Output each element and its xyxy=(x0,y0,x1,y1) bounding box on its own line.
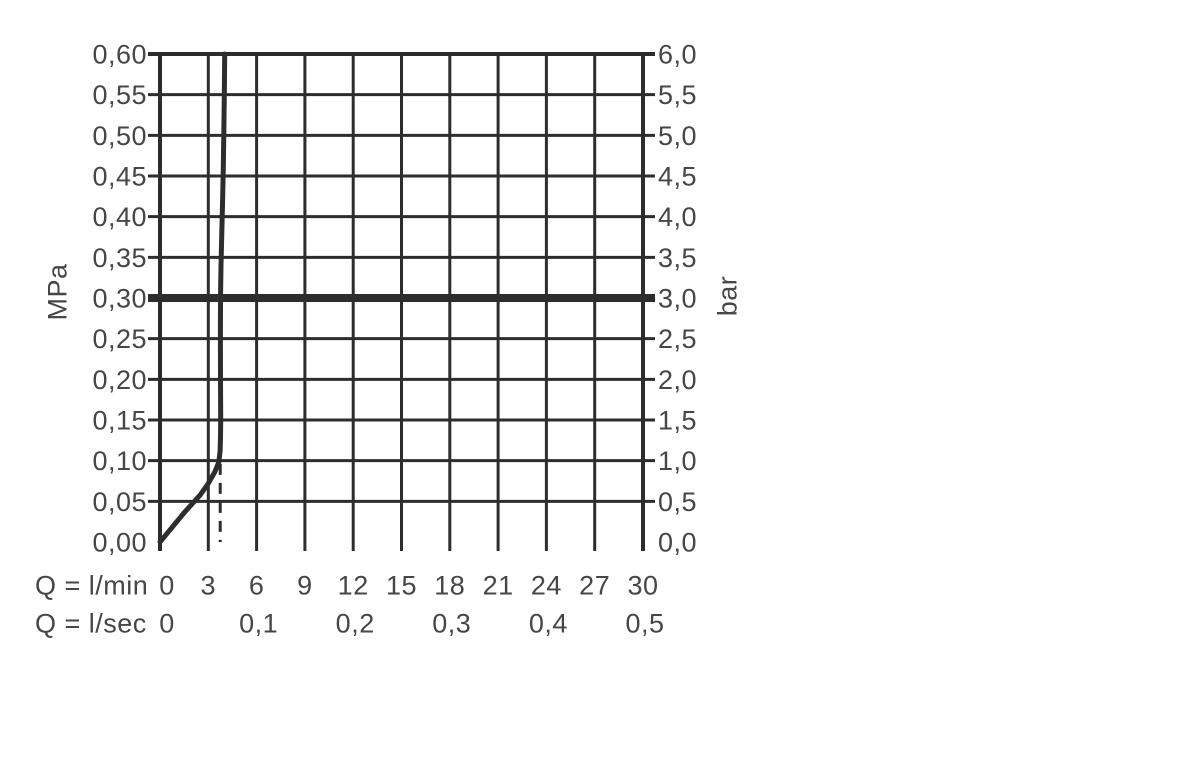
right-axis-tick-label: 1,5 xyxy=(658,405,697,435)
right-axis-tick-label: 5,5 xyxy=(658,80,697,110)
x-axis-lsec-tick-label: 0,3 xyxy=(432,608,471,638)
x-axis-lmin-tick-label: 24 xyxy=(531,570,562,600)
right-axis-tick-label: 3,5 xyxy=(658,243,697,273)
axis-tick-labels: 0,600,550,500,450,400,350,300,250,200,15… xyxy=(92,39,697,638)
left-axis-tick-label: 0,55 xyxy=(92,80,147,110)
left-axis-tick-label: 0,50 xyxy=(92,121,147,151)
right-axis-unit-label: bar xyxy=(712,276,742,317)
x-axis-lsec-label: Q = l/sec xyxy=(35,608,147,638)
x-axis-lmin-tick-label: 12 xyxy=(338,570,369,600)
left-axis-tick-label: 0,15 xyxy=(92,405,147,435)
left-axis-tick-label: 0,30 xyxy=(92,283,147,313)
x-axis-lmin-tick-label: 9 xyxy=(297,570,313,600)
chart-marks xyxy=(148,51,655,545)
right-axis-tick-label: 0,0 xyxy=(658,527,697,557)
x-axis-lmin-tick-label: 15 xyxy=(386,570,417,600)
x-axis-lsec-tick-label: 0,2 xyxy=(336,608,375,638)
left-axis-tick-label: 0,60 xyxy=(92,39,147,69)
right-axis-tick-label: 4,0 xyxy=(658,202,697,232)
right-axis-tick-label: 4,5 xyxy=(658,161,697,191)
x-axis-lmin-tick-label: 18 xyxy=(434,570,465,600)
left-axis-unit-label: MPa xyxy=(42,263,72,321)
right-axis-tick-label: 6,0 xyxy=(658,39,697,69)
x-axis-lsec-tick-label: 0,5 xyxy=(625,608,664,638)
right-axis-tick-label: 0,5 xyxy=(658,487,697,517)
x-axis-lmin-tick-label: 21 xyxy=(483,570,514,600)
x-axis-lmin-tick-label: 30 xyxy=(627,570,658,600)
right-axis-tick-label: 2,5 xyxy=(658,324,697,354)
x-axis-lsec-tick-label: 0,4 xyxy=(529,608,568,638)
x-axis-lmin-tick-label: 3 xyxy=(201,570,217,600)
x-axis-lmin-tick-label: 0 xyxy=(159,570,175,600)
left-axis-tick-label: 0,35 xyxy=(92,243,147,273)
x-axis-lmin-tick-label: 6 xyxy=(249,570,265,600)
right-axis-tick-label: 3,0 xyxy=(658,283,697,313)
flow-curve xyxy=(157,51,228,545)
left-axis-tick-label: 0,25 xyxy=(92,324,147,354)
x-axis-lmin-tick-label: 27 xyxy=(579,570,610,600)
right-axis-tick-label: 5,0 xyxy=(658,121,697,151)
left-axis-tick-label: 0,40 xyxy=(92,202,147,232)
left-axis-tick-label: 0,05 xyxy=(92,487,147,517)
x-axis-lmin-label: Q = l/min xyxy=(35,570,148,600)
right-axis-tick-label: 1,0 xyxy=(658,446,697,476)
left-axis-tick-label: 0,20 xyxy=(92,365,147,395)
right-axis-tick-label: 2,0 xyxy=(658,365,697,395)
x-axis-lsec-tick-label: 0,1 xyxy=(239,608,278,638)
left-axis-tick-label: 0,00 xyxy=(92,527,147,557)
left-axis-tick-label: 0,45 xyxy=(92,161,147,191)
left-axis-tick-label: 0,10 xyxy=(92,446,147,476)
x-axis-lsec-tick-label: 0 xyxy=(159,608,175,638)
